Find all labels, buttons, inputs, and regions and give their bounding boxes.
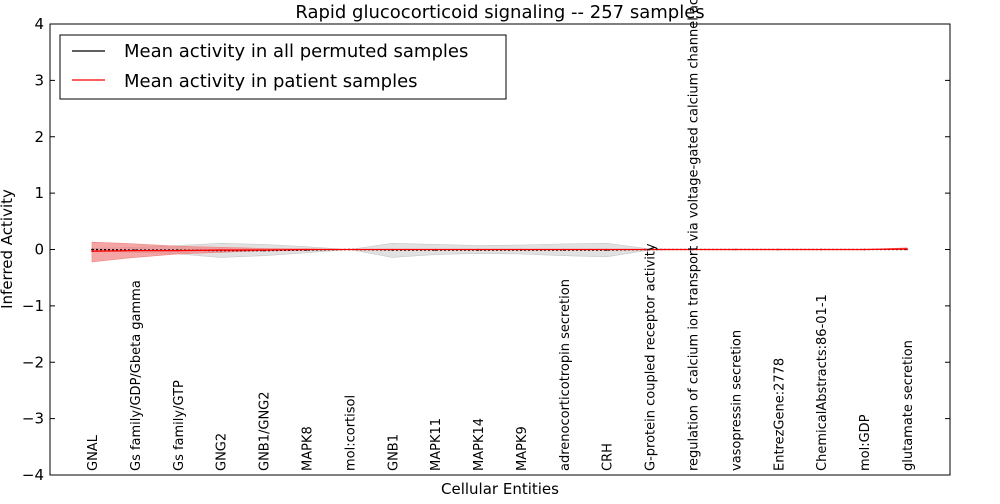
- chart-title: Rapid glucocorticoid signaling -- 257 sa…: [295, 2, 704, 23]
- y-tick-label: 2: [34, 128, 44, 146]
- x-category-label: GNG2: [215, 433, 230, 471]
- data-point-series-1: [648, 248, 651, 251]
- x-category-label: MAPK9: [515, 426, 530, 471]
- x-category-label: Gs family/GDP/Gbeta gamma: [129, 280, 144, 471]
- data-point-series-1: [348, 248, 351, 251]
- data-point-series-1: [219, 249, 222, 251]
- x-category-label: regulation of calcium ion transport via …: [687, 0, 702, 471]
- x-category-label: EntrezGene:2778: [772, 358, 787, 471]
- x-category-label: GNAL: [86, 434, 101, 471]
- data-point-series-1: [820, 248, 823, 251]
- data-point-series-1: [691, 248, 694, 251]
- legend: Mean activity in all permuted samples Me…: [59, 34, 507, 100]
- y-tick-label: −1: [22, 297, 44, 315]
- data-point-series-1: [605, 248, 608, 251]
- line-series-1: [91, 248, 908, 252]
- x-axis-label: Cellular Entities: [441, 480, 559, 498]
- data-point-series-1: [777, 248, 780, 251]
- data-point-series-1: [262, 249, 265, 251]
- data-point-series-1: [134, 249, 136, 252]
- x-category-label: GNB1: [386, 434, 401, 471]
- y-tick-label: −4: [22, 466, 44, 484]
- data-point-series-0: [91, 248, 93, 251]
- x-category-label: MAPK11: [429, 418, 444, 471]
- y-tick-label: −2: [22, 353, 44, 371]
- y-tick-label: 3: [34, 71, 44, 89]
- data-point-series-1: [734, 248, 737, 251]
- legend-label-permuted: Mean activity in all permuted samples: [124, 41, 468, 62]
- legend-label-patient: Mean activity in patient samples: [124, 71, 418, 92]
- x-category-label: ChemicalAbstracts:86-01-1: [815, 294, 830, 471]
- x-category-label: GNB1/GNG2: [258, 391, 273, 471]
- data-point-series-1: [477, 248, 479, 251]
- data-point-series-1: [520, 248, 522, 251]
- x-category-label: adrenocorticotropin secretion: [558, 279, 573, 471]
- data-point-series-1: [391, 248, 394, 251]
- y-axis-label: Inferred Activity: [0, 189, 16, 309]
- data-point-series-1: [906, 248, 908, 250]
- data-point-series-1: [305, 248, 308, 251]
- x-category-label: CRH: [601, 443, 616, 471]
- data-point-series-1: [176, 249, 179, 252]
- y-tick-label: 1: [34, 184, 44, 202]
- x-category-label: mol:cortisol: [343, 395, 358, 471]
- x-category-label: Gs family/GTP: [172, 380, 187, 471]
- x-category-label: MAPK14: [472, 418, 487, 471]
- x-category-label: MAPK8: [300, 426, 315, 471]
- data-point-series-1: [434, 248, 436, 251]
- x-category-label: mol:GDP: [858, 414, 873, 471]
- y-tick-label: 4: [34, 15, 44, 33]
- y-tick-label: −3: [22, 410, 44, 428]
- y-tick-label: 0: [34, 241, 44, 259]
- data-point-series-1: [563, 248, 565, 251]
- x-category-label: vasopressin secretion: [729, 330, 744, 471]
- data-point-series-1: [863, 248, 865, 251]
- x-category-label: G-protein coupled receptor activity: [644, 243, 659, 471]
- legend-box: [59, 34, 507, 100]
- data-point-series-1: [91, 250, 93, 252]
- x-category-label: glutamate secretion: [901, 340, 916, 471]
